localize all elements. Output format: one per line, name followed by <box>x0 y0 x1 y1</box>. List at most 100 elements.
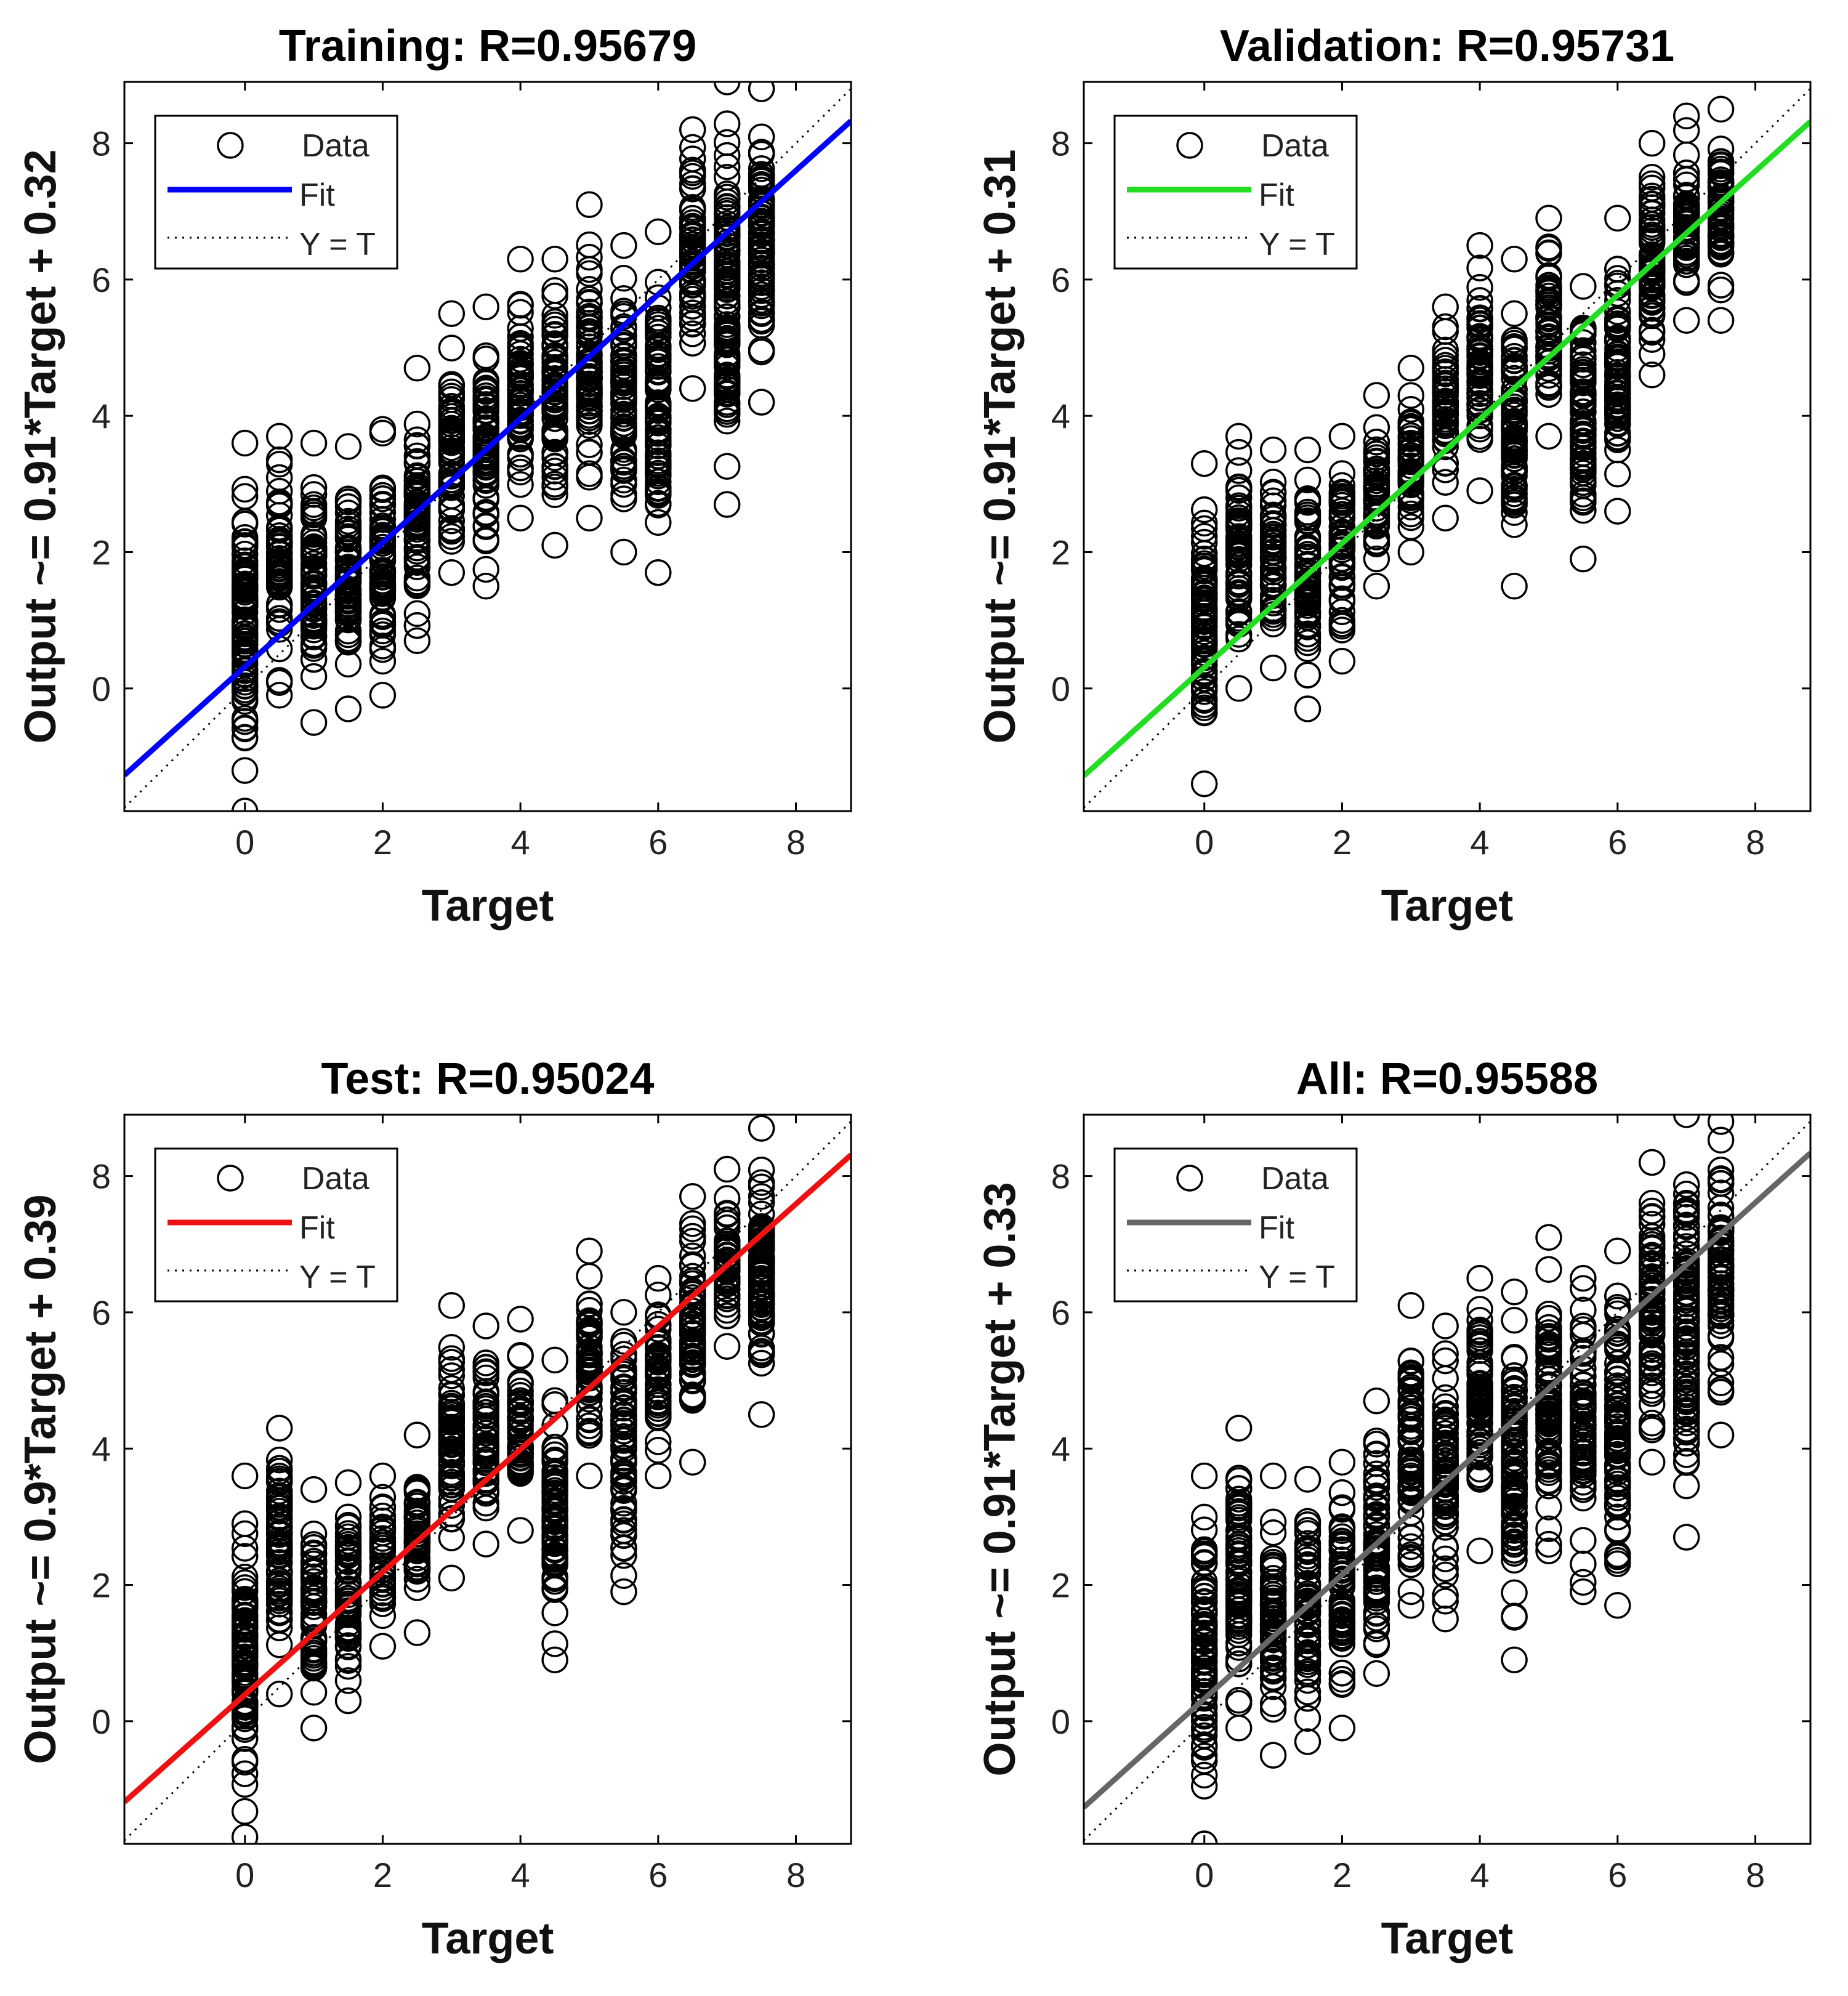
data-point <box>1604 1392 1631 1419</box>
data-point <box>1638 1372 1666 1400</box>
data-point <box>1225 575 1253 602</box>
x-tick-label: 2 <box>373 1856 392 1894</box>
data-point <box>1604 1546 1631 1574</box>
data-point <box>231 1620 259 1648</box>
data-point <box>1432 1493 1459 1521</box>
data-point <box>610 315 637 343</box>
data-point <box>438 1362 466 1389</box>
data-point <box>1501 1476 1528 1503</box>
data-point <box>576 256 603 283</box>
data-point <box>541 1535 568 1562</box>
data-point <box>541 322 568 349</box>
data-point <box>679 1210 706 1237</box>
data-point <box>231 523 259 551</box>
data-column-6.5 <box>1638 1149 1666 1476</box>
data-point <box>541 405 568 432</box>
plot-content <box>1084 1115 1810 1844</box>
data-column-1 <box>300 429 328 736</box>
x-tick-label: 6 <box>1608 823 1627 862</box>
data-point <box>265 682 293 709</box>
data-column-2.5 <box>403 354 431 655</box>
data-point <box>713 197 741 224</box>
data-point <box>1190 651 1218 679</box>
data-point <box>231 1632 259 1660</box>
data-point <box>507 406 534 434</box>
chart-panel-3: 0 2 4 6 8 0 2 4 6 8 All: R=0.95588 Target Output ~= … <box>975 1054 1812 1963</box>
legend-label-fit: Fit <box>1259 1210 1294 1246</box>
data-point <box>1397 1543 1425 1571</box>
x-tick-label: 4 <box>1471 1856 1490 1894</box>
data-point <box>1570 314 1597 342</box>
data-point <box>1190 1747 1218 1774</box>
data-point <box>300 533 328 560</box>
x-axis-label: Target <box>1381 1914 1514 1963</box>
data-point <box>1570 398 1597 426</box>
data-point <box>748 1216 775 1243</box>
data-point <box>1190 1588 1218 1615</box>
data-point <box>748 1115 775 1142</box>
data-point <box>713 368 741 395</box>
data-point <box>1397 425 1425 453</box>
data-point <box>1363 1511 1390 1538</box>
data-point <box>472 342 499 370</box>
data-point <box>1707 1166 1735 1194</box>
data-point <box>1190 522 1218 550</box>
data-point <box>610 1388 637 1415</box>
data-point <box>1294 1553 1321 1580</box>
data-point <box>1259 1462 1287 1490</box>
data-point <box>1638 1350 1666 1377</box>
data-point <box>1225 484 1253 512</box>
data-point <box>1501 1521 1528 1548</box>
data-point <box>300 1601 328 1628</box>
data-point <box>713 1201 741 1228</box>
data-point <box>1328 563 1356 590</box>
data-point <box>334 515 362 543</box>
data-point <box>1501 336 1528 363</box>
data-point <box>1672 1472 1700 1500</box>
data-point <box>541 1489 568 1516</box>
data-point <box>231 613 259 641</box>
data-point <box>1535 1256 1562 1283</box>
data-point <box>472 429 499 457</box>
y-tick-label: 2 <box>1051 533 1070 572</box>
data-point <box>265 477 293 505</box>
data-column-3 <box>438 1292 466 1592</box>
data-point <box>1466 1337 1493 1364</box>
data-point <box>1638 163 1666 191</box>
data-point <box>645 1282 672 1309</box>
data-point <box>1363 1428 1390 1455</box>
data-point <box>438 559 466 586</box>
data-point <box>1638 214 1666 241</box>
data-point <box>1190 1626 1218 1654</box>
data-point <box>1397 1441 1425 1469</box>
data-point <box>645 358 672 386</box>
data-point <box>645 307 672 334</box>
data-point <box>1501 436 1528 463</box>
data-point <box>1638 1318 1666 1345</box>
data-point <box>300 1558 328 1585</box>
data-point <box>679 1329 706 1356</box>
data-point <box>1466 423 1493 450</box>
data-point <box>1570 421 1597 448</box>
data-point <box>1363 1468 1390 1496</box>
data-point <box>576 1356 603 1383</box>
data-point <box>1604 498 1631 525</box>
data-point <box>1672 1418 1700 1446</box>
data-point <box>1638 362 1666 389</box>
data-point <box>1294 1530 1321 1557</box>
data-point <box>231 570 259 597</box>
y-axis-label: Output ~= 0.91*Target + 0.32 <box>16 149 65 743</box>
data-point <box>1672 1203 1700 1231</box>
data-point <box>369 632 397 660</box>
data-column-4.5 <box>541 245 568 559</box>
data-point <box>472 556 499 583</box>
data-point <box>1707 1115 1735 1135</box>
data-point <box>1363 414 1390 441</box>
data-point <box>231 724 259 751</box>
data-point <box>1190 1573 1218 1601</box>
data-point <box>1225 1588 1253 1615</box>
data-point <box>541 439 568 466</box>
y-tick-label: 8 <box>92 1157 111 1196</box>
data-point <box>541 1528 568 1556</box>
